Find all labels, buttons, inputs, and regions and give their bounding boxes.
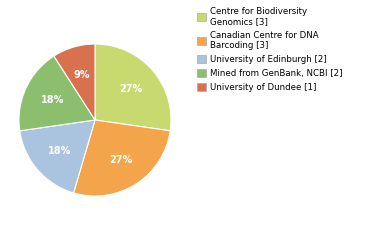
Wedge shape <box>74 120 170 196</box>
Text: 27%: 27% <box>119 84 142 94</box>
Text: 18%: 18% <box>40 96 64 105</box>
Wedge shape <box>20 120 95 193</box>
Text: 18%: 18% <box>48 146 71 156</box>
Wedge shape <box>95 44 171 131</box>
Wedge shape <box>19 56 95 131</box>
Text: 9%: 9% <box>73 70 90 80</box>
Wedge shape <box>54 44 95 120</box>
Legend: Centre for Biodiversity
Genomics [3], Canadian Centre for DNA
Barcoding [3], Uni: Centre for Biodiversity Genomics [3], Ca… <box>194 4 345 94</box>
Text: 27%: 27% <box>109 155 132 165</box>
